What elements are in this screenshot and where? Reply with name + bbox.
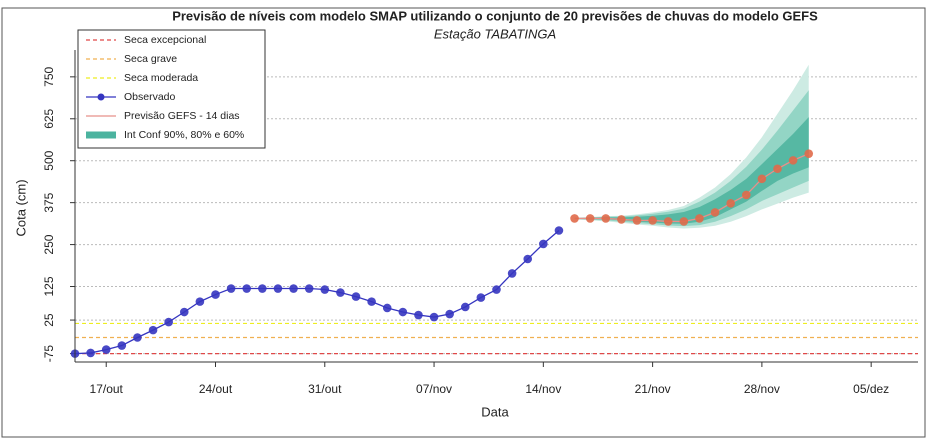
frame [1, 7, 926, 438]
marker [304, 284, 314, 293]
series-line [74, 229, 560, 355]
marker [788, 156, 798, 165]
y-axis-label: Cota (cm) [13, 179, 28, 236]
marker [617, 215, 626, 224]
y-tick-label: 750 [42, 67, 56, 87]
x-tick-label: 24/out [199, 382, 233, 396]
marker [351, 292, 361, 301]
legend-label: Seca grave [124, 53, 177, 65]
legend-label: Observado [124, 91, 176, 103]
marker [679, 217, 689, 226]
marker [429, 312, 439, 322]
marker [539, 239, 548, 249]
marker [336, 288, 345, 297]
x-tick-label: 17/out [90, 382, 124, 396]
y-tick-label: 375 [42, 192, 56, 212]
marker [804, 149, 814, 158]
marker [226, 284, 236, 293]
marker [179, 307, 189, 317]
x-tick-label: 14/nov [525, 382, 561, 396]
confidence-band [574, 117, 809, 224]
marker [726, 199, 735, 208]
y-tick-label: 125 [42, 276, 56, 296]
marker [601, 214, 611, 223]
marker [523, 254, 533, 264]
x-tick-label: 21/nov [635, 382, 671, 396]
marker [101, 345, 111, 354]
marker [320, 285, 330, 294]
marker [133, 333, 142, 342]
marker [663, 217, 673, 226]
marker [710, 208, 720, 217]
legend-label: Previsão GEFS - 14 dias [124, 110, 240, 122]
marker [117, 341, 127, 350]
legend-label: Seca excepcional [124, 34, 206, 46]
legend-label: Int Conf 90%, 80% e 60% [124, 129, 244, 141]
plot-area: -75 25 125 250 375 500 625 750 17/out 24/out 31/ou… [42, 50, 918, 396]
y-tick-label: 250 [42, 234, 56, 254]
marker [195, 297, 205, 306]
marker [414, 310, 423, 320]
marker [273, 284, 283, 293]
y-tick-label: -75 [42, 345, 56, 363]
marker [632, 216, 642, 225]
marker [585, 214, 595, 223]
x-axis-label: Data [481, 404, 509, 419]
marker [211, 290, 220, 299]
marker [148, 325, 158, 335]
chart-subtitle: Estação TABATINGA [434, 26, 556, 41]
x-tick-label: 31/out [308, 382, 342, 396]
marker [398, 307, 408, 317]
marker [86, 348, 95, 358]
marker [773, 164, 782, 174]
marker [242, 284, 252, 293]
chart-title: Previsão de níveis com modelo SMAP utili… [172, 8, 818, 23]
marker [460, 302, 470, 312]
x-tick-label: 28/nov [744, 382, 780, 396]
marker [445, 309, 454, 319]
legend-box [77, 29, 266, 149]
marker [258, 284, 267, 293]
marker [507, 269, 517, 278]
legend-label: Seca moderada [124, 72, 198, 84]
marker [367, 297, 376, 306]
marker [648, 216, 657, 225]
x-tick-label: 07/nov [416, 382, 452, 396]
marker [164, 317, 173, 327]
legend: Seca excepcional Seca grave Seca moderada O… [77, 29, 266, 149]
x-tick-label: 05/dez [853, 382, 889, 396]
marker [476, 293, 486, 302]
y-tick-label: 625 [42, 108, 56, 128]
marker [695, 214, 704, 223]
marker [289, 284, 298, 293]
marker [382, 303, 392, 313]
marker [570, 214, 579, 223]
marker [741, 190, 751, 200]
y-tick-label: 25 [42, 313, 56, 327]
series-line [574, 153, 809, 223]
y-tick-label: 500 [42, 150, 56, 170]
marker [554, 226, 564, 235]
legend-marker [97, 93, 105, 101]
marker [492, 285, 501, 294]
marker [757, 174, 767, 184]
